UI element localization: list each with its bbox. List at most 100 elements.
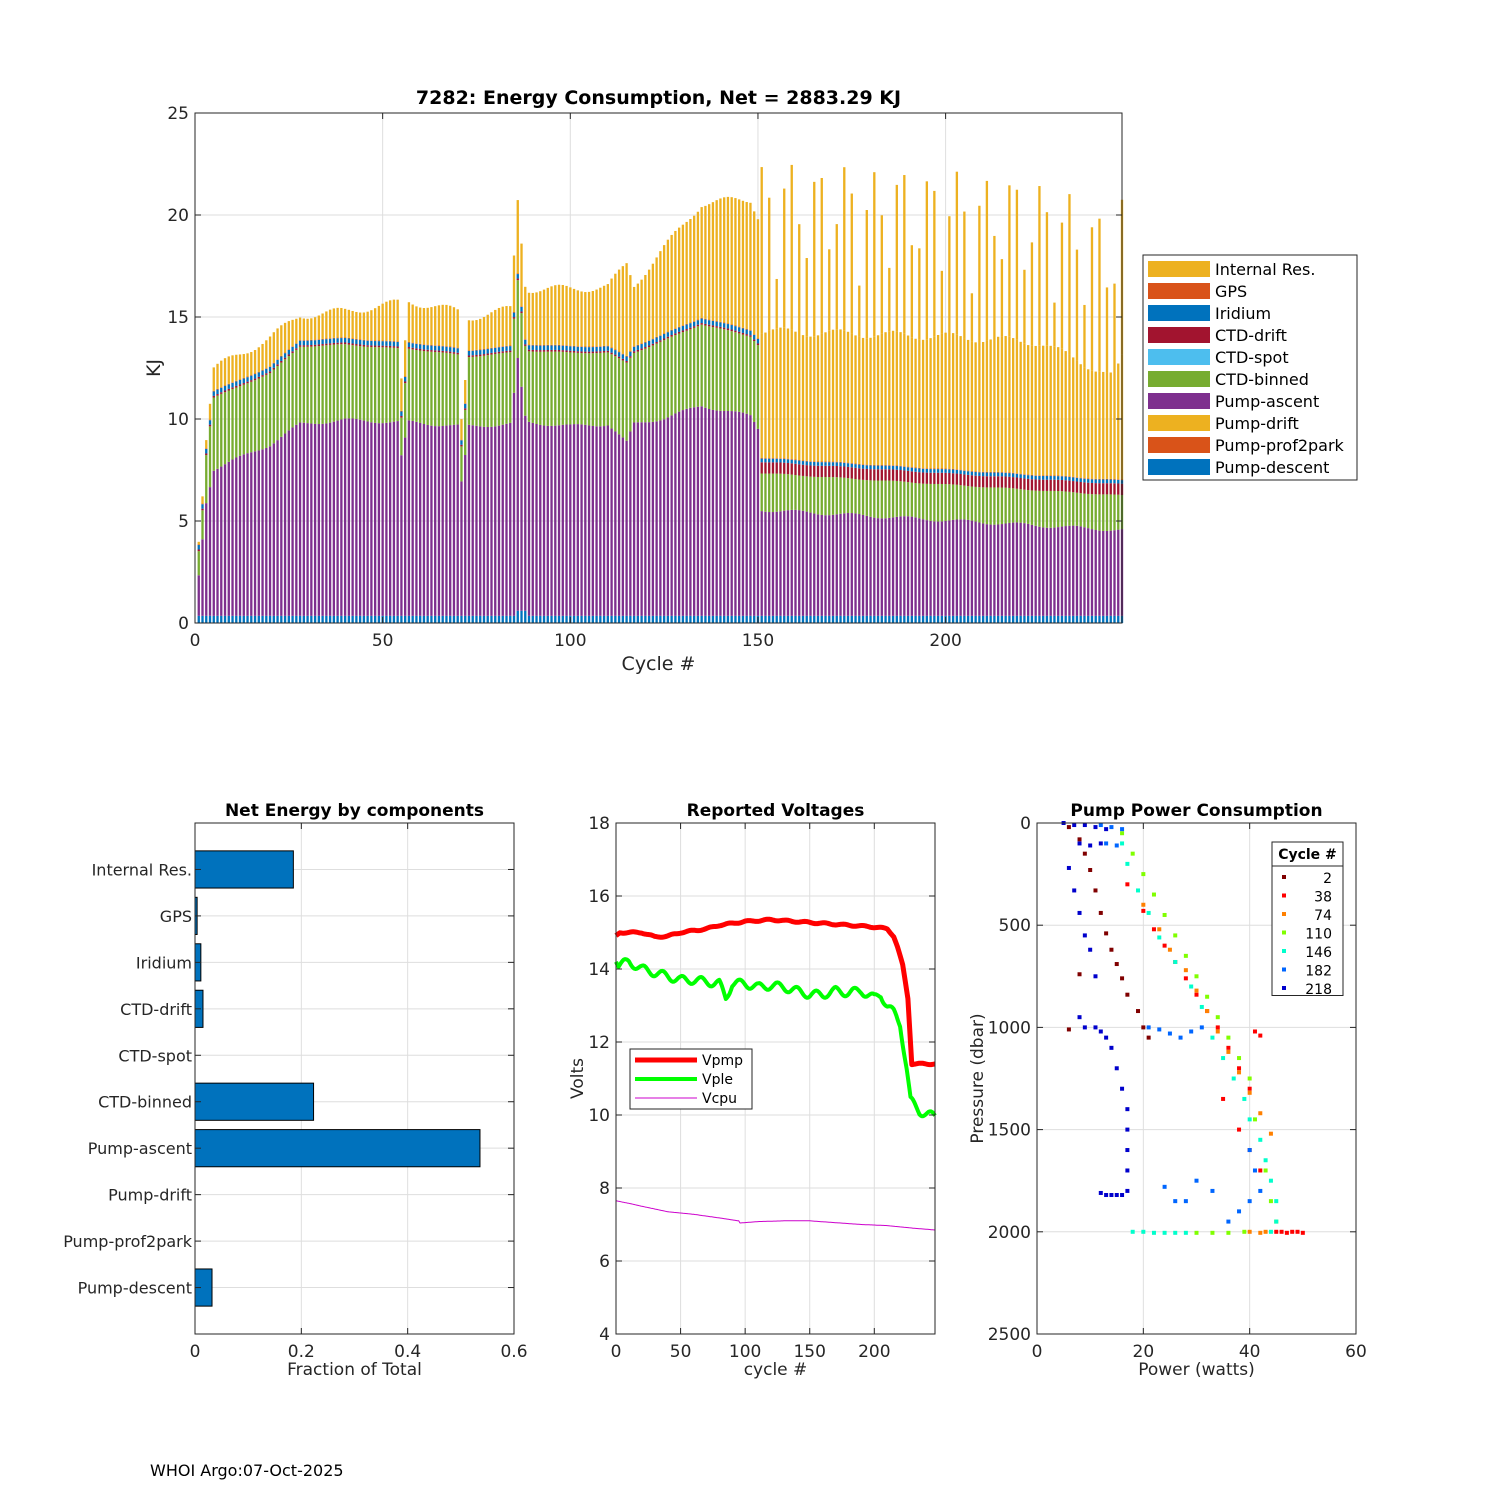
bar-ctd-binned (1075, 492, 1079, 526)
bar-gps (557, 344, 561, 346)
bar-pump-ascent (749, 415, 752, 616)
bar-gps (933, 468, 936, 470)
bar-internal-res- (494, 309, 497, 348)
bar-ctd-drift (238, 384, 242, 387)
scatter-point (1194, 1178, 1199, 1183)
bar-internal-res- (1079, 364, 1082, 478)
bar-pump-descent (456, 615, 459, 623)
bar-iridium (614, 350, 617, 355)
scatter-point (1167, 947, 1172, 952)
scatter-point (1252, 1029, 1257, 1034)
bar-pump-descent (283, 615, 287, 623)
bar-iridium (554, 345, 557, 350)
scatter-point (1284, 1230, 1289, 1235)
legend-swatch (1148, 283, 1210, 299)
bar-ctd-binned (805, 476, 808, 512)
bar-gps (306, 340, 309, 341)
bar-gps (966, 470, 970, 472)
bar-gps (955, 469, 959, 470)
bar-gps (602, 345, 606, 347)
bar-pump-ascent (201, 539, 204, 616)
bar-pump-descent (201, 615, 204, 623)
bar-pump-descent (891, 615, 895, 623)
bar-pump-ascent (486, 426, 489, 616)
bar-iridium (490, 348, 493, 353)
bar-internal-res- (1072, 357, 1075, 477)
bar-pump-ascent (223, 464, 227, 616)
bar-internal-res- (610, 278, 613, 348)
scatter-point (1157, 935, 1162, 940)
bar-internal-res- (1098, 371, 1101, 479)
bar-pump-ascent (516, 358, 519, 611)
bar-ctd-drift (790, 463, 793, 475)
bar-internal-res- (730, 197, 733, 325)
bar-iridium (779, 458, 782, 463)
scatter-point (1199, 1025, 1204, 1030)
bar-pump-ascent (861, 514, 865, 616)
bar-ctd-drift (422, 349, 426, 352)
bar-ctd-drift (824, 465, 827, 478)
bar-iridium (846, 463, 850, 467)
bar-pump-ascent (321, 423, 324, 616)
bar-gps (978, 471, 981, 473)
bar-ctd-binned (636, 351, 640, 423)
bar-gps (373, 340, 377, 342)
bar-pump-descent (272, 615, 275, 623)
bar-pump-ascent (385, 422, 388, 616)
voltages-chart-title: Reported Voltages (687, 801, 865, 821)
bar-pump-drift (1008, 185, 1011, 337)
scatter-point (1194, 992, 1199, 997)
bar-ctd-drift (1030, 479, 1034, 491)
bar-ctd-binned (850, 478, 853, 514)
bar-pump-ascent (539, 424, 542, 616)
legend-swatch (1148, 415, 1210, 431)
bar-pump-descent (250, 615, 253, 623)
bar-ctd-binned (298, 346, 302, 423)
bar-pump-descent (959, 615, 962, 623)
scatter-point (1162, 1184, 1167, 1189)
bar-internal-res- (764, 332, 767, 459)
scatter-point (1141, 902, 1146, 907)
bar-iridium (1034, 475, 1037, 480)
bar-ctd-drift (888, 469, 891, 481)
bar-ctd-binned (505, 352, 508, 424)
bar-pump-descent (490, 615, 493, 623)
bar-pump-ascent (306, 423, 309, 616)
bar-ctd-drift (606, 350, 609, 353)
bar-pump-ascent (490, 426, 493, 616)
bar-ctd-binned (708, 326, 711, 409)
bar-pump-descent (1064, 615, 1067, 623)
legend-entry: GPS (1215, 282, 1247, 301)
scatter-point (1173, 1199, 1178, 1204)
bar-pump-ascent (948, 520, 951, 616)
bar-ctd-drift (1068, 480, 1071, 492)
bar-pump-ascent (524, 415, 527, 611)
bar-pump-drift (1083, 304, 1086, 368)
bar-gps (321, 338, 324, 340)
bar-gps (948, 468, 951, 470)
bar-pump-descent (336, 615, 339, 623)
bar-ctd-drift (220, 392, 223, 394)
bar-iridium (1090, 479, 1094, 483)
bar-internal-res- (265, 340, 268, 369)
bar-iridium (786, 459, 790, 463)
bar-ctd-binned (726, 330, 730, 411)
bar-pump-ascent (373, 422, 377, 616)
bar-pump-ascent (313, 423, 317, 616)
bar-internal-res- (336, 307, 339, 338)
bar-iridium (1045, 476, 1049, 480)
bar-pump-descent (238, 615, 242, 623)
bar-pump-descent (696, 615, 700, 623)
bar-ctd-binned (839, 477, 842, 514)
bar-internal-res- (516, 200, 519, 274)
bar-pump-ascent (467, 424, 471, 616)
bar-pump-ascent (685, 408, 688, 616)
bar-iridium (629, 351, 632, 357)
bar-ctd-binned (1060, 491, 1064, 527)
bar-pump-ascent (355, 418, 358, 616)
scatter-point (1109, 1193, 1114, 1198)
bar-iridium (366, 340, 369, 346)
scatter-point (1215, 1025, 1220, 1030)
bar-pump-descent (542, 615, 546, 623)
bar-internal-res- (636, 283, 640, 345)
